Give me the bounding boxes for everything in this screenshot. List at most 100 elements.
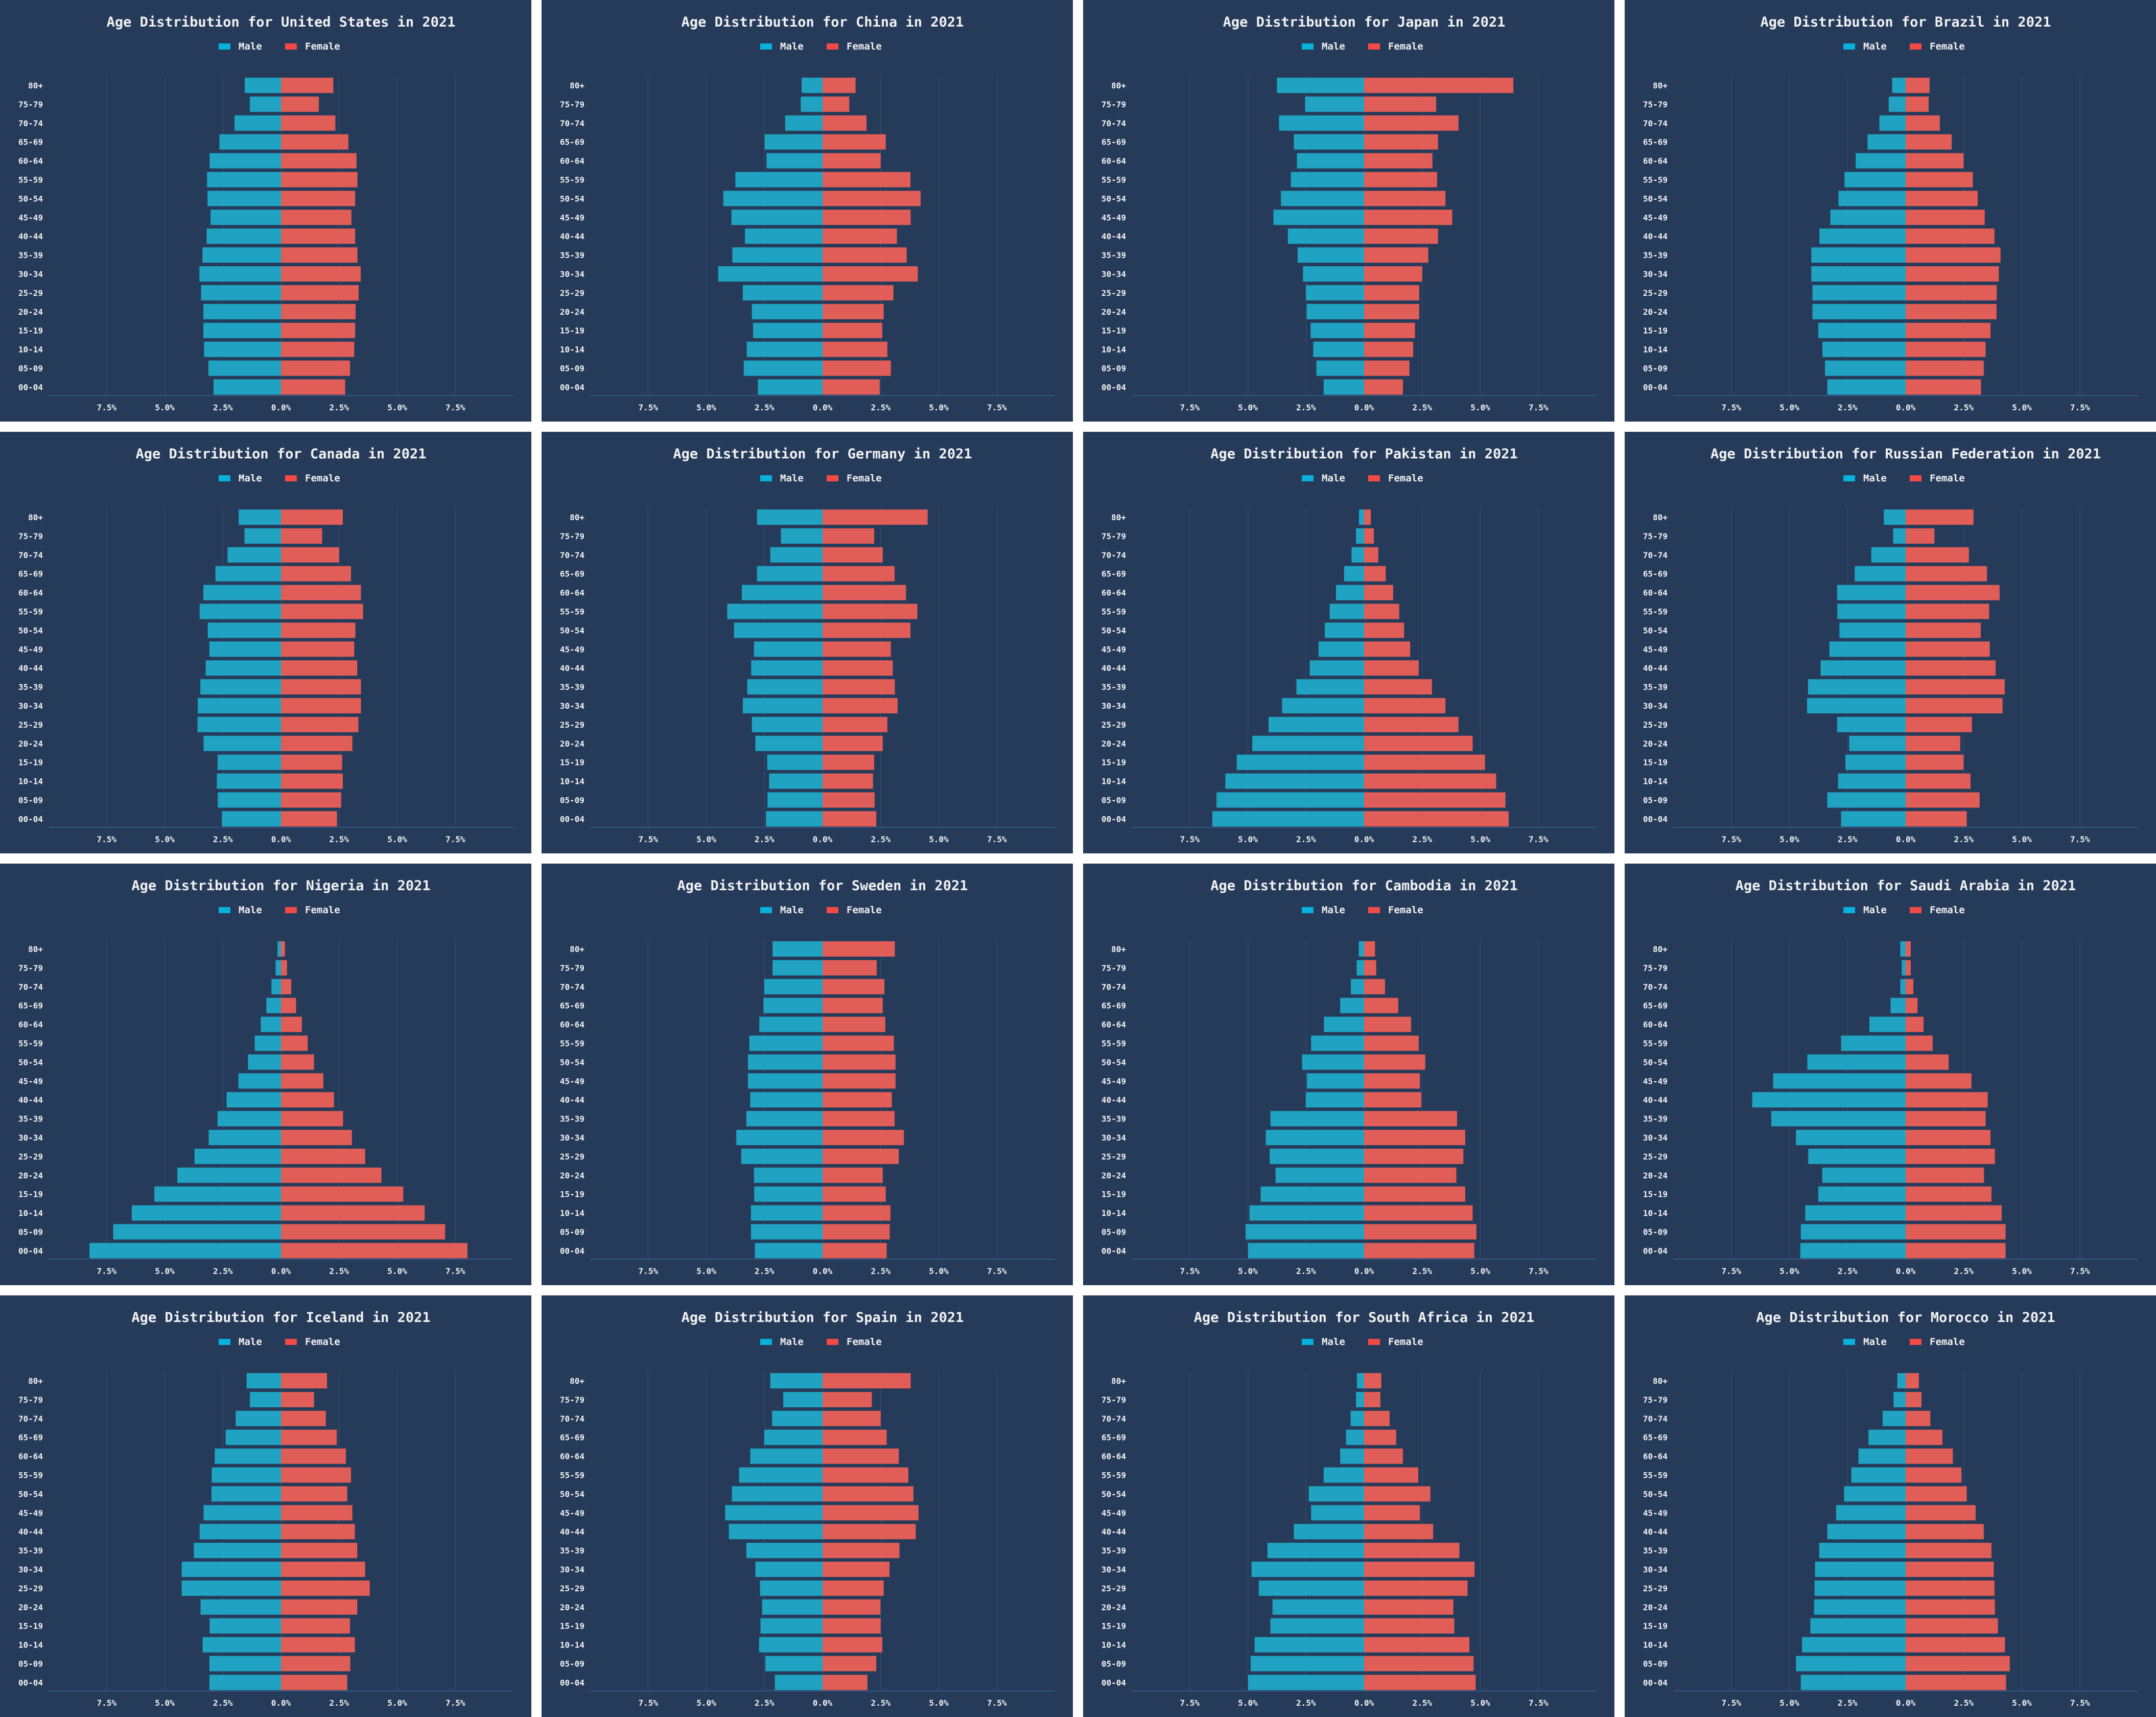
bar-female [823, 1637, 882, 1653]
bar-male [770, 1373, 823, 1388]
bar-male [767, 792, 823, 808]
y-tick-label: 10-14 [1643, 345, 1668, 355]
legend: Male Female [1302, 1336, 1423, 1348]
bar-male [747, 1054, 823, 1070]
bar-male [1346, 1429, 1364, 1445]
x-tick-label: 2.5% [1838, 403, 1858, 412]
legend-label-female: Female [1930, 904, 1965, 916]
x-tick-label: 7.5% [1180, 1698, 1200, 1708]
y-tick-label: 80+ [570, 513, 584, 522]
x-tick-label: 7.5% [2070, 834, 2090, 844]
bar-male [205, 660, 281, 676]
y-tick-label: 30-34 [1643, 1565, 1668, 1574]
bar-female [823, 528, 875, 544]
bar-female [1364, 1562, 1475, 1577]
bar-female [823, 153, 881, 169]
bar-female [823, 247, 907, 263]
bar-male [734, 622, 823, 638]
y-tick-label: 50-54 [560, 1057, 584, 1067]
legend-swatch-male [1843, 1339, 1855, 1345]
bar-female [1906, 604, 1989, 619]
legend-label-female: Female [847, 904, 882, 916]
bar-female [281, 1562, 365, 1577]
bar-male [217, 1111, 281, 1127]
y-tick-label: 00-04 [560, 382, 584, 392]
bar-male [1890, 997, 1906, 1013]
bar-male [1313, 341, 1364, 357]
bar-male [754, 1167, 823, 1183]
bar-female [1906, 360, 1984, 376]
bar-female [823, 1524, 916, 1540]
bar-female [281, 1505, 353, 1521]
y-tick-label: 20-24 [1102, 1171, 1126, 1180]
legend-swatch-male [760, 43, 772, 50]
y-tick-label: 80+ [1653, 81, 1668, 90]
x-tick-label: 5.0% [155, 1698, 175, 1708]
bar-female [1364, 266, 1422, 282]
bar-male [729, 1524, 823, 1540]
y-tick-label: 70-74 [1102, 982, 1126, 992]
y-tick-label: 25-29 [1643, 1152, 1668, 1162]
bar-female [1364, 1486, 1431, 1502]
y-tick-label: 40-44 [1102, 663, 1126, 673]
population-pyramid-chart: Age Distribution for Spain in 2021 Male Fe… [542, 1295, 1073, 1717]
bar-female [823, 679, 895, 695]
bar-male [1808, 679, 1906, 695]
bar-female [1906, 304, 1997, 319]
x-tick-label: 5.0% [696, 1698, 716, 1708]
bar-male [225, 1429, 281, 1445]
bar-female [1364, 979, 1385, 994]
bar-male [199, 266, 281, 282]
bar-male [177, 1167, 281, 1183]
y-tick-label: 35-39 [18, 250, 43, 260]
y-tick-label: 30-34 [560, 1565, 584, 1574]
y-tick-label: 30-34 [1643, 701, 1668, 711]
x-tick-label: 2.5% [213, 1698, 233, 1708]
bar-female [281, 266, 361, 282]
bar-male [1309, 660, 1364, 676]
legend-label-female: Female [1930, 41, 1965, 52]
bar-female [823, 78, 856, 93]
bar-male [1270, 1111, 1364, 1127]
y-tick-label: 40-44 [1643, 231, 1668, 241]
bar-female [1906, 228, 1995, 244]
bar-female [823, 1148, 899, 1164]
chart-svg: Age Distribution for South Africa in 202… [1102, 1310, 1597, 1708]
bar-male [1323, 379, 1364, 395]
bar-male [215, 1448, 281, 1464]
bar-male [1351, 979, 1364, 994]
population-pyramid-chart: Age Distribution for Canada in 2021 Male F… [0, 432, 531, 853]
y-tick-label: 55-59 [18, 1039, 43, 1049]
y-tick-label: 15-19 [1643, 326, 1668, 336]
y-tick-label: 70-74 [18, 982, 43, 992]
bar-male [1841, 1035, 1906, 1051]
x-tick-label: 0.0% [1354, 1266, 1374, 1276]
bar-female [1906, 1656, 2010, 1672]
bar-female [281, 660, 358, 676]
bar-female [1364, 1054, 1425, 1070]
bar-female [823, 1016, 885, 1032]
bar-female [281, 153, 357, 169]
bar-female [823, 304, 884, 319]
x-tick-label: 7.5% [987, 1266, 1007, 1276]
y-tick-label: 50-54 [18, 1489, 43, 1499]
y-tick-label: 15-19 [1102, 1621, 1126, 1631]
bar-female [823, 547, 883, 563]
bar-male [181, 1580, 281, 1596]
bar-female [1364, 679, 1432, 695]
y-tick-label: 70-74 [560, 119, 584, 128]
bar-male [1297, 247, 1364, 263]
y-tick-label: 40-44 [560, 1527, 584, 1537]
y-tick-label: 05-09 [1102, 1659, 1126, 1669]
bar-male [1900, 941, 1906, 957]
bar-male [1869, 1016, 1906, 1032]
x-tick-label: 5.0% [929, 834, 949, 844]
y-tick-label: 00-04 [1643, 814, 1668, 824]
x-tick-label: 7.5% [987, 834, 1007, 844]
legend-swatch-female [827, 1339, 838, 1345]
legend-swatch-female [827, 43, 838, 50]
bar-male [732, 1486, 823, 1502]
y-tick-label: 65-69 [18, 569, 43, 579]
bar-male [1841, 811, 1906, 827]
bar-male [1248, 1675, 1364, 1690]
